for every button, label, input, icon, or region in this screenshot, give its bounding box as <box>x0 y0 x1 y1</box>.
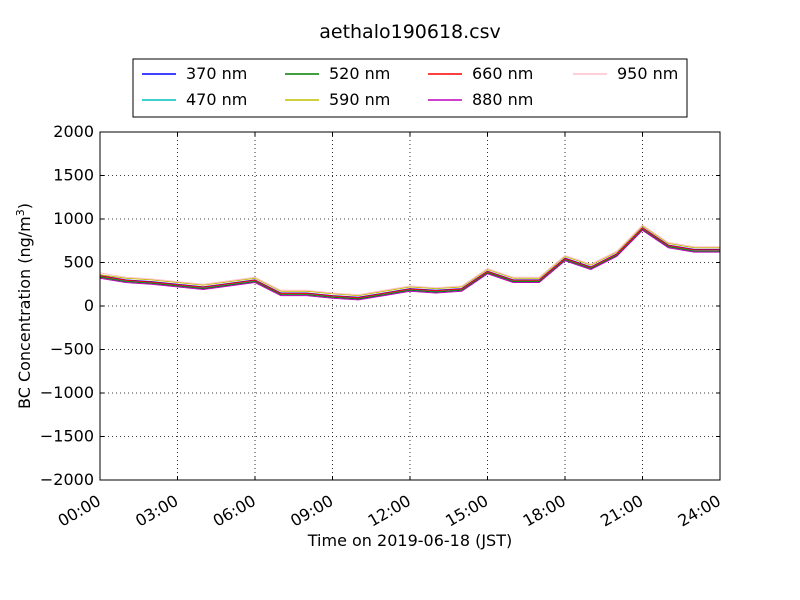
y-tick-label: 1500 <box>53 166 94 185</box>
grid <box>100 132 720 480</box>
y-tick-label: −500 <box>50 340 94 359</box>
series-line-520-nm <box>99 228 720 300</box>
plot-area <box>99 131 721 481</box>
ticks <box>99 131 721 481</box>
legend-item: 660 nm <box>428 64 533 83</box>
series-line-880-nm <box>99 229 720 301</box>
legend-item: 880 nm <box>428 90 533 109</box>
y-tick-label: −1000 <box>40 383 94 402</box>
y-tick-label: 0 <box>84 296 94 315</box>
legend-label: 660 nm <box>472 64 533 83</box>
y-tick-label: −1500 <box>40 427 94 446</box>
y-axis-label-main: BC Concentration (ng/m <box>15 216 34 409</box>
legend-item: 470 nm <box>142 90 247 109</box>
legend-item: 370 nm <box>142 64 247 83</box>
series-group <box>99 224 720 301</box>
legend-item: 520 nm <box>285 64 390 83</box>
legend-label: 370 nm <box>186 64 247 83</box>
y-axis-label-end: ) <box>15 203 34 209</box>
legend-label: 590 nm <box>329 90 390 109</box>
legend-label: 950 nm <box>617 64 678 83</box>
legend-label: 520 nm <box>329 64 390 83</box>
legend-frame <box>132 58 688 118</box>
y-tick-labels: 2000 1500 1000 500 0 −500 −1000 −1500 −2000 <box>40 122 94 489</box>
y-axis-label-sup: 3 <box>14 209 27 216</box>
legend-item: 950 nm <box>573 64 678 83</box>
y-tick-label: 1000 <box>53 209 94 228</box>
chart-title: aethalo190618.csv <box>319 21 501 43</box>
series-line-590-nm <box>99 225 720 297</box>
y-axis-label: BC Concentration (ng/m3) <box>14 203 34 409</box>
y-tick-label: 2000 <box>53 122 94 141</box>
series-line-660-nm <box>99 227 720 299</box>
legend-label: 470 nm <box>186 90 247 109</box>
legend: 370 nm 470 nm 520 nm 590 nm 660 nm 880 nm 950 … <box>132 58 688 118</box>
series-line-950-nm <box>99 224 720 296</box>
legend-item: 590 nm <box>285 90 390 109</box>
x-axis-label: Time on 2019-06-18 (JST) <box>307 531 512 550</box>
y-tick-label: 500 <box>63 253 94 272</box>
y-tick-label: −2000 <box>40 470 94 489</box>
legend-label: 880 nm <box>472 90 533 109</box>
